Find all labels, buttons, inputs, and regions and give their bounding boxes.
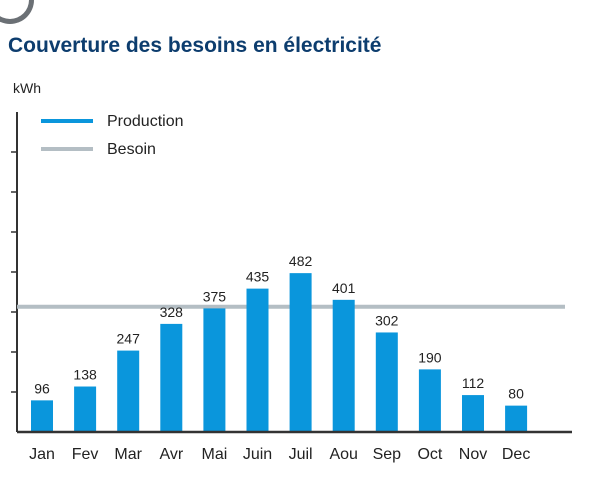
production-bar	[203, 308, 226, 432]
x-tick-label: Mai	[202, 446, 228, 463]
production-bar	[289, 273, 312, 432]
production-bar	[418, 369, 441, 432]
x-tick-label: Sep	[373, 446, 402, 463]
x-tick-label: Fev	[72, 446, 99, 463]
production-bar	[160, 323, 183, 432]
value-label: 80	[508, 386, 524, 402]
value-label: 96	[34, 380, 50, 396]
legend-label: Production	[107, 113, 184, 130]
x-tick-label: Dec	[502, 446, 530, 463]
x-axis-labels: Jan Fev Mar Avr Mai Juin Juil Aou Sep Oct Nov Dec	[29, 446, 530, 463]
value-label: 328	[160, 304, 184, 320]
value-label: 190	[418, 349, 442, 365]
value-label: 138	[73, 367, 97, 383]
production-bar	[31, 400, 53, 432]
value-label: 112	[462, 375, 485, 391]
x-tick-label: Avr	[159, 446, 183, 463]
x-tick-label: Juil	[289, 446, 313, 463]
production-bar	[246, 288, 269, 432]
chart-title: Couverture des besoins en électricité	[8, 34, 382, 57]
x-tick-label: Mar	[114, 446, 142, 463]
production-bars	[31, 273, 528, 432]
value-label: 435	[246, 269, 270, 285]
production-bar	[462, 395, 484, 432]
value-label: 247	[117, 331, 141, 347]
value-labels: 96 138 247 328 375 435 482 401 302 190 112 80	[34, 253, 524, 401]
y-axis-unit-label: kWh	[13, 80, 41, 96]
value-label: 401	[332, 280, 356, 296]
x-tick-label: Jan	[29, 446, 55, 463]
production-bar	[117, 350, 140, 432]
x-tick-label: Oct	[417, 446, 442, 463]
production-bar	[74, 386, 97, 432]
x-tick-label: Juin	[243, 446, 272, 463]
x-tick-label: Aou	[329, 446, 357, 463]
x-tick-label: Nov	[459, 446, 487, 463]
production-bar	[375, 332, 398, 432]
legend: Production Besoin	[41, 113, 184, 158]
value-label: 302	[375, 312, 399, 328]
legend-label: Besoin	[107, 141, 156, 158]
y-ticks	[11, 151, 17, 393]
production-bar	[505, 405, 528, 432]
production-bar	[332, 299, 355, 432]
value-label: 375	[203, 288, 227, 304]
value-label: 482	[289, 253, 313, 269]
